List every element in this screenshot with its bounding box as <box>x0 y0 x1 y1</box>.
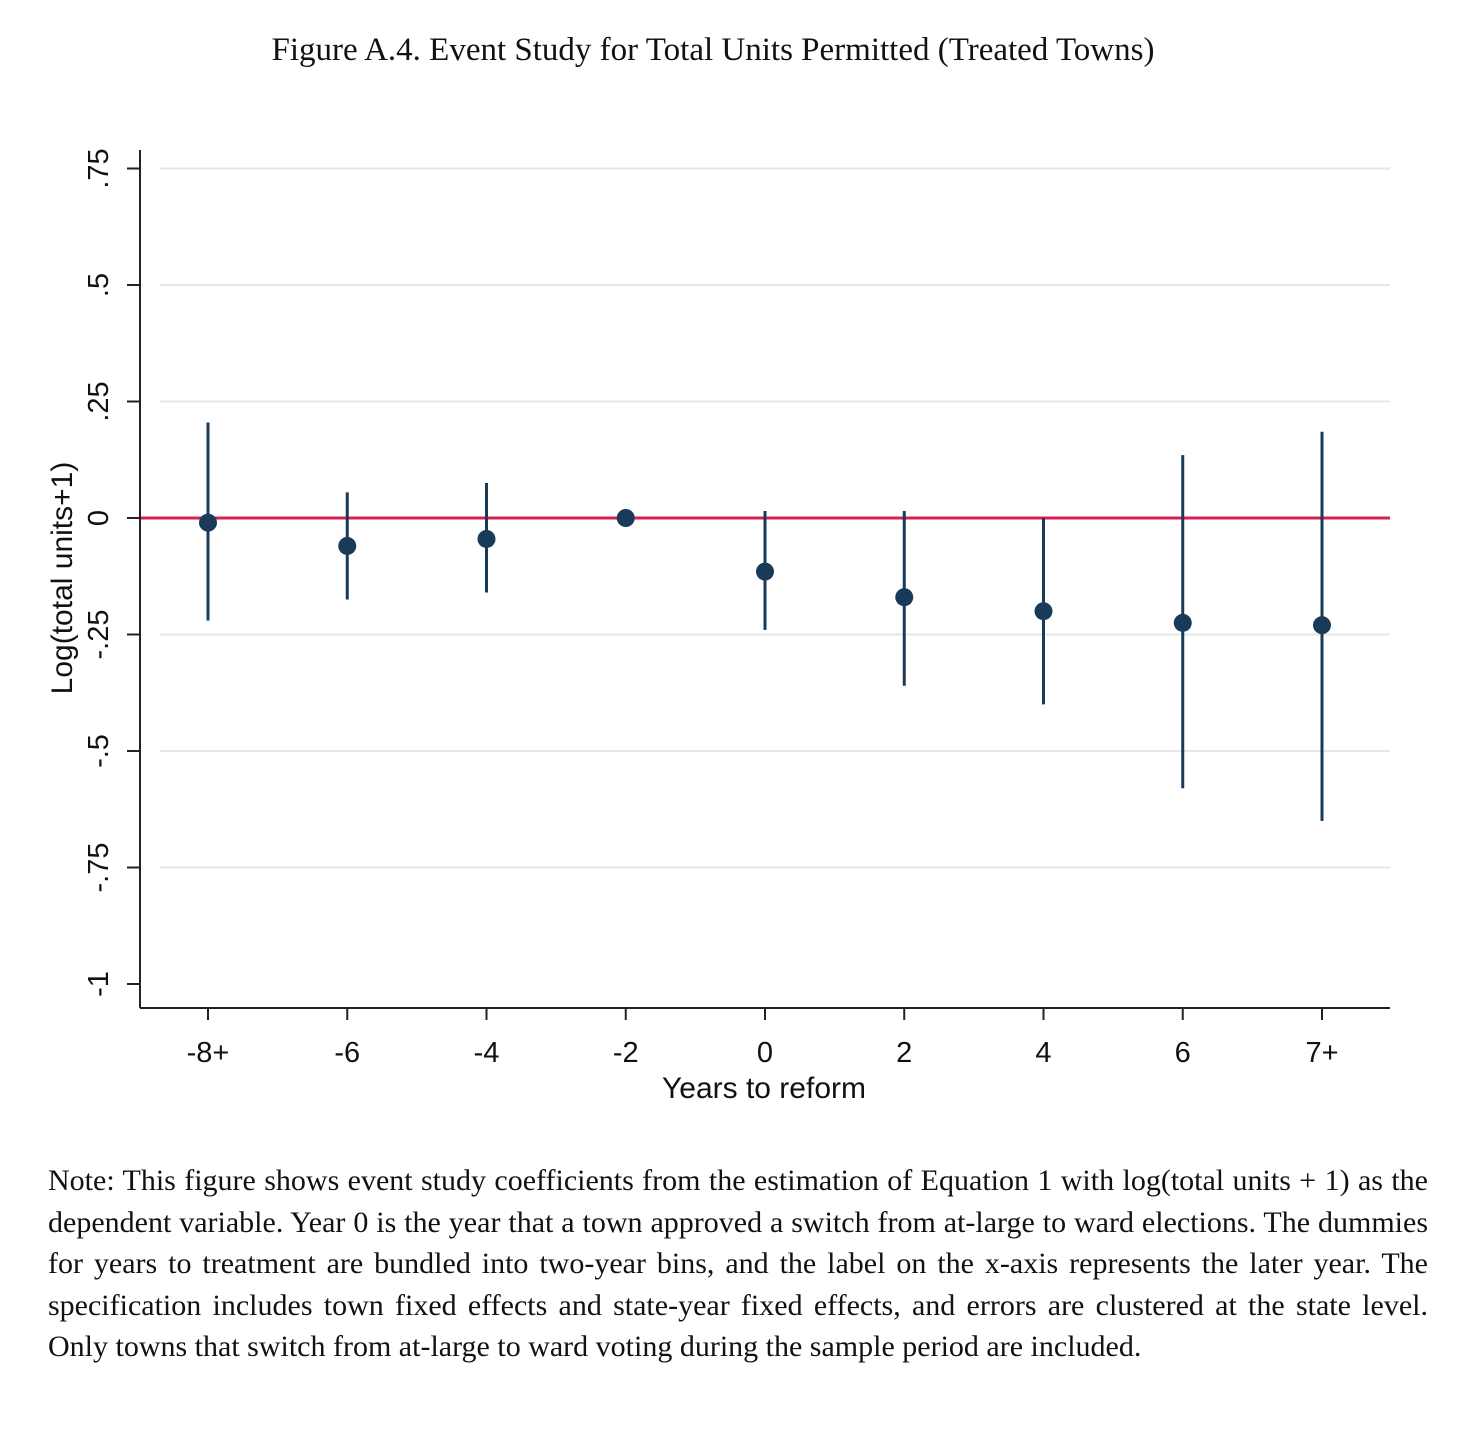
y-tick-label: .25 <box>83 381 115 421</box>
x-tick-label: -2 <box>613 1037 639 1069</box>
x-axis-label: Years to reform <box>662 1072 866 1105</box>
figure-title: Figure A.4. Event Study for Total Units … <box>271 32 1155 68</box>
x-tick-label: -6 <box>334 1037 360 1069</box>
y-tick-label: .75 <box>83 148 115 188</box>
x-tick-label: -4 <box>474 1037 500 1069</box>
gridlines <box>160 167 1390 869</box>
figure-note: Note: This figure shows event study coef… <box>48 1164 1428 1363</box>
data-point <box>338 536 357 555</box>
data-point <box>1313 616 1331 635</box>
x-tick-label: -8+ <box>187 1037 230 1069</box>
y-tick-label: -.75 <box>83 843 115 893</box>
event-study-chart: -1 -.75 -.5 -.25 0 .25 .5 .75 -8+ -6 -4 -2 0 2 4 6 7+ L… <box>46 148 1390 1105</box>
y-axis-label: Log(total units+1) <box>46 462 79 695</box>
data-point <box>756 562 774 581</box>
y-tick-label: .5 <box>83 273 115 297</box>
x-tick-label: 0 <box>757 1037 773 1069</box>
x-tick-label: 4 <box>1035 1037 1051 1069</box>
x-tick-label: 6 <box>1175 1037 1191 1069</box>
data-point <box>477 529 496 548</box>
y-axis-ticks: -1 -.75 -.5 -.25 0 .25 .5 .75 <box>83 148 140 997</box>
y-tick-label: -.5 <box>83 734 115 768</box>
y-tick-label: -1 <box>83 971 115 997</box>
y-tick-label: 0 <box>83 510 115 526</box>
data-point <box>199 513 217 532</box>
data-point <box>1034 602 1053 621</box>
x-axis-ticks: -8+ -6 -4 -2 0 2 4 6 7+ <box>187 1008 1339 1069</box>
x-tick-label: 7+ <box>1305 1037 1338 1069</box>
x-tick-label: 2 <box>896 1037 912 1069</box>
data-marks <box>199 422 1331 821</box>
y-tick-label: -.25 <box>83 610 115 660</box>
data-point <box>895 588 914 607</box>
data-point <box>616 509 635 527</box>
data-point <box>1173 613 1192 632</box>
